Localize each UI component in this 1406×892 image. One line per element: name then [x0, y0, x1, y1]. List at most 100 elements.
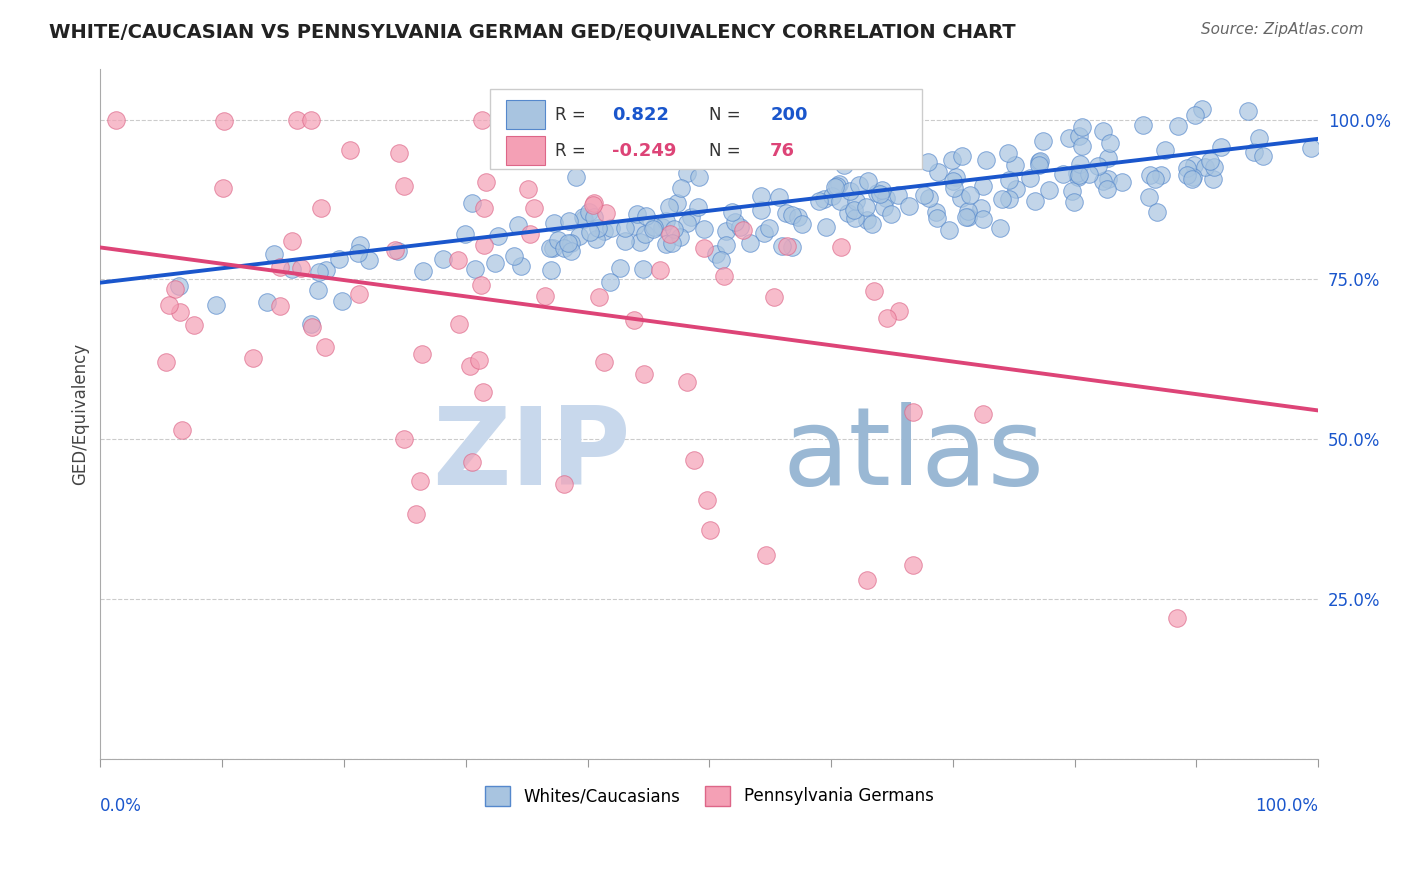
- Point: [1194, 160, 1216, 174]
- Point: [384, 244, 406, 258]
- Point: [269, 299, 291, 313]
- Point: [211, 181, 233, 195]
- Point: [740, 235, 762, 250]
- Point: [471, 112, 494, 127]
- Text: N =: N =: [709, 142, 747, 160]
- Point: [205, 298, 228, 312]
- Point: [595, 205, 617, 219]
- Point: [169, 305, 191, 319]
- Point: [470, 278, 492, 293]
- Point: [970, 202, 993, 216]
- Point: [600, 221, 623, 235]
- Point: [1181, 171, 1204, 186]
- Point: [1139, 168, 1161, 182]
- Point: [1067, 170, 1090, 185]
- Point: [1019, 171, 1042, 186]
- Point: [1071, 120, 1094, 134]
- Text: Source: ZipAtlas.com: Source: ZipAtlas.com: [1201, 22, 1364, 37]
- Y-axis label: GED/Equivalency: GED/Equivalency: [72, 343, 89, 484]
- Text: atlas: atlas: [782, 402, 1045, 508]
- Point: [301, 320, 323, 334]
- Text: 0.822: 0.822: [612, 106, 669, 124]
- Point: [1175, 168, 1198, 182]
- Point: [472, 238, 495, 252]
- Point: [1028, 158, 1050, 172]
- Point: [519, 227, 541, 242]
- Point: [388, 145, 411, 160]
- Text: WHITE/CAUCASIAN VS PENNSYLVANIA GERMAN GED/EQUIVALENCY CORRELATION CHART: WHITE/CAUCASIAN VS PENNSYLVANIA GERMAN G…: [49, 22, 1015, 41]
- Point: [669, 230, 692, 244]
- Point: [157, 298, 180, 312]
- Point: [780, 208, 803, 222]
- Point: [308, 265, 330, 279]
- Point: [1071, 139, 1094, 153]
- Point: [411, 347, 433, 361]
- Point: [330, 293, 353, 308]
- Point: [658, 200, 681, 214]
- Point: [664, 222, 686, 236]
- Point: [543, 216, 565, 230]
- Point: [263, 247, 285, 261]
- Point: [950, 149, 973, 163]
- Point: [585, 232, 607, 246]
- Point: [409, 474, 432, 488]
- Point: [990, 220, 1012, 235]
- Point: [582, 198, 605, 212]
- Point: [1184, 108, 1206, 122]
- Point: [628, 235, 651, 249]
- Point: [654, 214, 676, 228]
- Point: [912, 188, 935, 202]
- Point: [560, 236, 582, 251]
- Point: [412, 264, 434, 278]
- Point: [1143, 172, 1166, 186]
- Text: N =: N =: [709, 106, 747, 124]
- Point: [568, 228, 591, 243]
- Point: [167, 279, 190, 293]
- Point: [574, 212, 596, 227]
- Point: [572, 210, 595, 224]
- Point: [1067, 129, 1090, 144]
- Point: [901, 558, 924, 573]
- Point: [927, 165, 949, 179]
- Point: [855, 201, 877, 215]
- Point: [1057, 131, 1080, 145]
- Point: [1111, 175, 1133, 189]
- Point: [523, 202, 546, 216]
- Point: [1063, 194, 1085, 209]
- Point: [693, 241, 716, 255]
- Point: [752, 226, 775, 240]
- Point: [472, 385, 495, 400]
- Point: [280, 262, 302, 277]
- FancyBboxPatch shape: [506, 136, 546, 165]
- Point: [887, 188, 910, 202]
- Point: [1069, 168, 1091, 182]
- Point: [1199, 153, 1222, 168]
- Point: [560, 244, 582, 258]
- Point: [155, 355, 177, 369]
- Point: [955, 210, 977, 224]
- Point: [898, 199, 921, 213]
- Point: [509, 259, 531, 273]
- Point: [307, 283, 329, 297]
- Point: [392, 178, 415, 193]
- Point: [631, 261, 654, 276]
- Point: [1202, 161, 1225, 175]
- Point: [564, 169, 586, 184]
- Point: [1066, 166, 1088, 180]
- Point: [869, 186, 891, 201]
- Point: [858, 174, 880, 188]
- Point: [839, 185, 862, 199]
- Point: [475, 175, 498, 189]
- Point: [763, 290, 786, 304]
- Point: [997, 173, 1019, 187]
- Point: [567, 128, 589, 143]
- Text: -0.249: -0.249: [612, 142, 676, 160]
- Point: [792, 217, 814, 231]
- Point: [1097, 151, 1119, 165]
- Point: [1237, 103, 1260, 118]
- Point: [1097, 171, 1119, 186]
- Point: [758, 221, 780, 235]
- Point: [827, 177, 849, 191]
- Point: [578, 225, 600, 239]
- Point: [634, 209, 657, 223]
